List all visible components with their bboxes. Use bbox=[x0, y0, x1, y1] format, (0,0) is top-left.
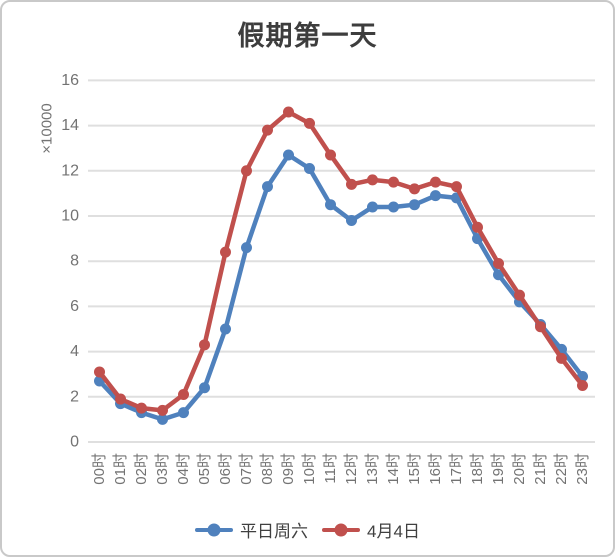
x-tick-label: 19时 bbox=[490, 453, 507, 485]
x-tick-label: 12时 bbox=[343, 453, 360, 485]
data-point bbox=[325, 199, 336, 211]
x-tick-label: 20时 bbox=[511, 453, 528, 485]
x-tick-label: 22时 bbox=[553, 453, 570, 485]
data-point bbox=[220, 323, 231, 335]
data-point bbox=[136, 402, 147, 414]
data-point bbox=[325, 149, 336, 161]
x-tick-label: 04时 bbox=[175, 453, 192, 485]
y-tick-label: 2 bbox=[70, 388, 79, 405]
data-point bbox=[220, 246, 231, 258]
x-tick-label: 16时 bbox=[427, 453, 444, 485]
legend-label: 4月4日 bbox=[367, 522, 420, 541]
chart-title: 假期第一天 bbox=[237, 21, 378, 51]
x-tick-label: 15时 bbox=[406, 453, 423, 485]
data-point bbox=[178, 389, 189, 401]
x-tick-label: 02时 bbox=[133, 453, 150, 485]
series-1-line bbox=[94, 106, 588, 416]
legend-line-marker-icon bbox=[322, 523, 361, 536]
x-tick-label: 13时 bbox=[364, 453, 381, 485]
legend-line-marker-icon bbox=[195, 523, 234, 536]
data-point bbox=[283, 106, 294, 118]
data-point bbox=[556, 352, 567, 364]
data-point bbox=[493, 269, 504, 281]
y-tick-label: 10 bbox=[61, 208, 79, 225]
data-point bbox=[346, 178, 357, 190]
data-point bbox=[367, 174, 378, 186]
x-tick-label: 14时 bbox=[385, 453, 402, 485]
legend-dot-icon bbox=[207, 523, 221, 536]
data-point bbox=[262, 181, 273, 193]
data-point bbox=[367, 201, 378, 213]
data-point bbox=[304, 163, 315, 175]
data-point bbox=[178, 407, 189, 419]
x-tick-label: 23时 bbox=[574, 453, 591, 485]
y-tick-label: 16 bbox=[61, 72, 79, 89]
gridlines bbox=[88, 79, 595, 443]
data-point bbox=[472, 221, 483, 233]
data-point bbox=[430, 176, 441, 188]
x-tick-label: 05时 bbox=[196, 453, 213, 485]
line-chart: 0 2 4 6 8 10 12 14 16 00时 01时 02时 03时 04时 05时 06时 07时 08时… bbox=[61, 72, 595, 485]
data-point bbox=[241, 165, 252, 177]
data-point bbox=[304, 117, 315, 129]
data-point bbox=[241, 242, 252, 254]
legend-label: 平日周六 bbox=[240, 522, 309, 541]
data-point bbox=[535, 321, 546, 333]
x-tick-label: 10时 bbox=[301, 453, 318, 485]
data-point bbox=[157, 413, 168, 425]
x-tick-label: 03时 bbox=[154, 453, 171, 485]
chart-legend: 平日周六 4月4日 bbox=[2, 517, 613, 542]
data-point bbox=[409, 199, 420, 211]
x-tick-label: 09时 bbox=[280, 453, 297, 485]
x-tick-label: 21时 bbox=[532, 453, 549, 485]
y-tick-label: 8 bbox=[70, 253, 79, 270]
data-point bbox=[94, 366, 105, 378]
x-axis-tick-labels: 00时 01时 02时 03时 04时 05时 06时 07时 08时 09时 10时 11时 12时 1… bbox=[91, 453, 591, 485]
y-tick-label: 0 bbox=[70, 434, 79, 451]
y-tick-label: 6 bbox=[70, 298, 79, 315]
x-tick-label: 18时 bbox=[469, 453, 486, 485]
data-point bbox=[346, 215, 357, 227]
data-point bbox=[430, 190, 441, 202]
data-point bbox=[199, 339, 210, 351]
x-tick-label: 00时 bbox=[91, 453, 108, 485]
x-tick-label: 08时 bbox=[259, 453, 276, 485]
data-point bbox=[262, 124, 273, 136]
legend-dot-icon bbox=[334, 523, 348, 536]
data-point bbox=[577, 380, 588, 391]
data-point bbox=[199, 382, 210, 394]
x-tick-label: 01时 bbox=[112, 453, 129, 485]
data-point bbox=[493, 257, 504, 269]
data-point bbox=[157, 404, 168, 416]
data-point bbox=[514, 289, 525, 301]
data-point bbox=[409, 183, 420, 195]
y-tick-label: 4 bbox=[70, 343, 79, 360]
y-tick-label: 12 bbox=[61, 162, 79, 179]
data-point bbox=[388, 176, 399, 188]
data-point bbox=[283, 149, 294, 161]
x-tick-label: 17时 bbox=[448, 453, 465, 485]
data-point bbox=[115, 393, 126, 405]
x-tick-label: 07时 bbox=[238, 453, 255, 485]
y-axis-tick-labels: 0 2 4 6 8 10 12 14 16 bbox=[61, 72, 79, 451]
x-tick-label: 11时 bbox=[322, 453, 339, 484]
data-point bbox=[451, 181, 462, 193]
legend-item-weekday: 平日周六 bbox=[195, 517, 308, 542]
legend-item-april4: 4月4日 bbox=[322, 517, 420, 542]
y-tick-label: 14 bbox=[61, 117, 79, 134]
x-tick-label: 06时 bbox=[217, 453, 234, 485]
data-point bbox=[388, 201, 399, 213]
